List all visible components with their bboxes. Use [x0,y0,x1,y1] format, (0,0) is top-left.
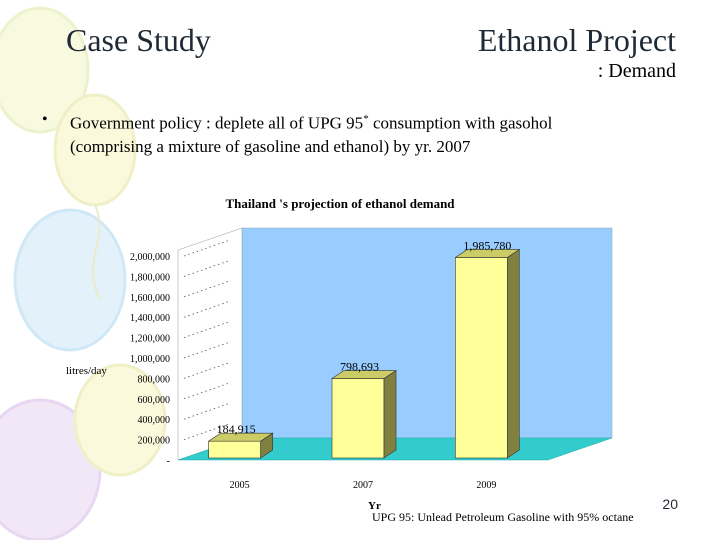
slide-subtitle: : Demand [597,60,676,82]
bullet-text: Government policy : deplete all of UPG 9… [70,108,670,158]
y-tick-label: 400,000 [138,415,171,426]
y-tick-label: 2,000,000 [130,252,170,263]
gridline [183,239,231,257]
bar-top-2005 [207,432,274,442]
data-label: 798,693 [340,360,379,374]
gridline [183,280,231,298]
y-tick-label: 1,600,000 [130,293,170,304]
bar-front-2007 [331,378,385,459]
y-tick-label: - [167,456,170,467]
bar-front-2009 [455,257,508,459]
page-number: 20 [662,496,678,512]
chart-title: Thailand 's projection of ethanol demand [225,196,455,211]
x-tick-label: 2005 [230,480,250,491]
bar-top-2009 [454,249,521,258]
slide-title-right: Ethanol Project [477,22,676,58]
bar-side-2009 [507,248,520,459]
bullet-line1-post: consumption with gasohol [368,113,553,133]
y-tick-label: 1,400,000 [130,313,170,324]
bullet-line2: (comprising a mixture of gasoline and et… [70,136,471,156]
gridline [183,300,231,318]
gridline [183,382,231,400]
bar-top-2007 [331,370,397,379]
gridline [183,423,231,440]
gridline [183,321,231,338]
footnote: UPG 95: Unlead Petroleum Gasoline with 9… [372,510,634,524]
y-axis-label: litres/day [66,365,107,377]
y-tick-label: 600,000 [138,395,171,406]
x-axis-label: Yr [368,500,381,512]
bullet-line1-pre: Government policy : deplete all of UPG 9… [70,113,364,133]
gridline [183,260,231,277]
data-label: 184,915 [217,422,256,436]
y-tick-label: 800,000 [138,374,171,385]
y-tick-label: 1,200,000 [130,334,170,345]
x-tick-label: 2009 [476,480,496,491]
bullet-asterisk: * [363,113,369,125]
bar-side-2007 [383,369,397,459]
y-tick-label: 1,800,000 [130,272,170,283]
gridline [183,362,231,379]
x-tick-label: 2007 [353,480,373,491]
y-tick-label: 200,000 [138,436,171,447]
chart-back-wall [241,227,613,439]
gridline [183,402,231,420]
bar-front-2005 [208,440,261,459]
bullet-marker: • [42,111,48,128]
slide-title-left: Case Study [66,22,211,58]
data-label: 1,985,780 [463,238,511,252]
gridline [183,341,231,359]
y-tick-label: 1,000,000 [130,354,170,365]
